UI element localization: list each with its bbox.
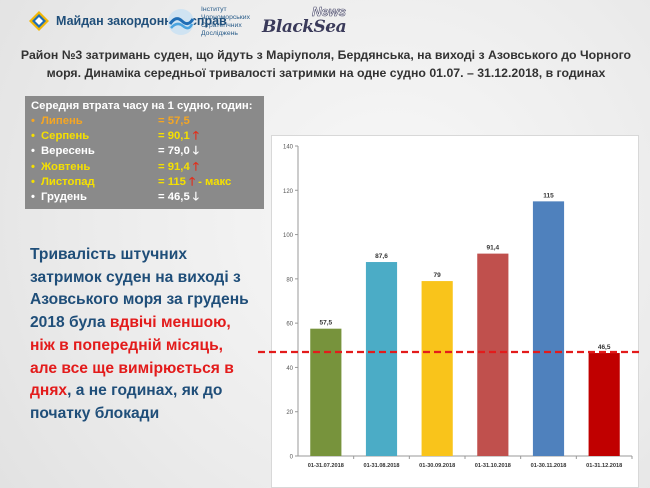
summary-value: = 90,1 🡑 xyxy=(158,129,199,144)
bullet-icon: • xyxy=(31,160,35,173)
summary-rows: • Липень = 57,5 • Серпень = 90,1 🡑 • Вересень =… xyxy=(31,114,258,205)
bar xyxy=(421,281,453,456)
bar-value-label: 91,4 xyxy=(487,245,500,252)
summary-month: Липень xyxy=(41,115,83,127)
summary-month: Серпень xyxy=(41,130,90,143)
bar xyxy=(477,253,509,456)
summary-month: Вересень xyxy=(41,145,95,158)
logo-brand-text: BlackSea xyxy=(262,17,347,37)
bar-value-label: 115 xyxy=(543,192,554,199)
commentary-highlight: вдвічі меншою, ніж в попередній місяць, … xyxy=(30,314,234,400)
summary-value: = 57,5 xyxy=(158,114,190,129)
x-tick-label: 01-30.11.2018 xyxy=(531,463,567,469)
y-tick-label: 0 xyxy=(290,455,294,461)
arrow-up-icon: 🡑 xyxy=(189,175,195,188)
commentary-text: Тривалість штучних затримок суден на вих… xyxy=(30,244,250,426)
x-tick-label: 01-30.09.2018 xyxy=(419,463,455,469)
bar xyxy=(588,353,620,456)
summary-note: - макс xyxy=(194,175,232,188)
summary-month: Жовтень xyxy=(41,160,91,173)
arrow-up-icon: 🡑 xyxy=(192,130,199,143)
summary-month: Грудень xyxy=(41,190,87,203)
summary-row: • Серпень = 90,1 🡑 xyxy=(31,129,258,144)
summary-row: • Вересень = 79,0 🡓 xyxy=(31,144,258,159)
arrow-down-icon: 🡓 xyxy=(192,145,199,158)
summary-value-text: = 90,1 xyxy=(158,130,190,143)
institute-logo: Інститут Чорноморських Стратегічних Досл… xyxy=(166,6,283,38)
x-tick-label: 01-31.08.2018 xyxy=(363,463,399,469)
wave-logo-icon xyxy=(168,9,195,35)
bullet-icon: • xyxy=(31,115,35,127)
institute-line-1: Інститут xyxy=(201,6,227,13)
institute-line-3: Стратегічних xyxy=(201,22,242,29)
y-tick-label: 20 xyxy=(286,410,293,416)
bar xyxy=(365,262,398,456)
bar-value-label: 87,6 xyxy=(375,253,388,260)
commentary-part-1: Тривалість штучних затримок суден на вих… xyxy=(30,246,249,332)
summary-value: = 115 🡑 - макс xyxy=(158,175,231,190)
page-title: Район №3 затримань суден, що йдуть з Мар… xyxy=(14,46,638,82)
bullet-icon: • xyxy=(31,175,35,188)
institute-logo-text: Інститут Чорноморських Стратегічних Досл… xyxy=(201,6,283,38)
summary-row: • Жовтень = 91,4 🡑 xyxy=(31,160,258,175)
summary-value-text: = 57,5 xyxy=(158,115,190,127)
chart-panel: 0 20 40 60 80 100 120 140 57,5 01-31.07.2018 87,6 0… xyxy=(271,135,639,488)
bullet-icon: • xyxy=(31,145,35,158)
commentary-part-3: , а не годинах, як до початку блокади xyxy=(30,382,223,422)
arrow-down-icon: 🡓 xyxy=(192,190,199,203)
y-tick-label: 100 xyxy=(283,233,294,239)
x-tick-label: 01-31.07.2018 xyxy=(308,463,344,469)
summary-value-text: = 46,5 xyxy=(158,190,190,203)
summary-value-text: = 115 xyxy=(158,175,186,188)
x-tick-label: 01-31.12.2018 xyxy=(586,463,622,469)
x-tick-label: 01-31.10.2018 xyxy=(475,463,511,469)
summary-value-text: = 91,4 xyxy=(158,160,190,173)
header: Майдан закордонних справ Інститут Чорном… xyxy=(0,0,650,44)
bullet-icon: • xyxy=(31,130,35,143)
blacksea-news-logo: News BlackSea xyxy=(262,3,352,41)
maidan-logo-icon xyxy=(29,11,49,31)
bar-value-label: 57,5 xyxy=(320,320,333,327)
y-tick-label: 40 xyxy=(286,366,293,372)
arrow-up-icon: 🡑 xyxy=(192,160,199,173)
title-line-1: Район №3 затримань суден, що йдуть з Мар… xyxy=(20,48,632,62)
summary-row: • Листопад = 115 🡑 - макс xyxy=(31,175,258,190)
logo-news-text: News xyxy=(312,4,347,20)
institute-line-4: Досліджень xyxy=(201,30,238,37)
summary-heading: Середня втрата часу на 1 судно, годин: xyxy=(31,100,253,112)
bar xyxy=(310,328,342,456)
y-tick-label: 140 xyxy=(283,145,294,151)
summary-row: • Липень = 57,5 xyxy=(31,114,258,129)
summary-row: • Грудень = 46,5 🡓 xyxy=(31,190,258,205)
title-line-2: моря. Динаміка середньої тривалості затр… xyxy=(46,66,606,80)
summary-value: = 46,5 🡓 xyxy=(158,190,199,205)
y-tick-label: 80 xyxy=(286,277,293,283)
bar xyxy=(532,201,565,456)
bullet-icon: • xyxy=(31,190,35,203)
y-tick-label: 120 xyxy=(283,189,294,195)
bar-chart: 0 20 40 60 80 100 120 140 57,5 01-31.07.2018 87,6 0… xyxy=(283,145,633,469)
summary-value: = 79,0 🡓 xyxy=(158,144,199,159)
summary-month: Листопад xyxy=(41,175,95,188)
summary-box: Середня втрата часу на 1 судно, годин: •… xyxy=(25,96,264,209)
institute-line-2: Чорноморських xyxy=(201,14,250,21)
y-tick-label: 60 xyxy=(286,322,293,328)
bar-value-label: 46,5 xyxy=(598,344,611,351)
bar-value-label: 79 xyxy=(434,272,442,279)
summary-value-text: = 79,0 xyxy=(158,145,190,158)
summary-value: = 91,4 🡑 xyxy=(158,160,199,175)
